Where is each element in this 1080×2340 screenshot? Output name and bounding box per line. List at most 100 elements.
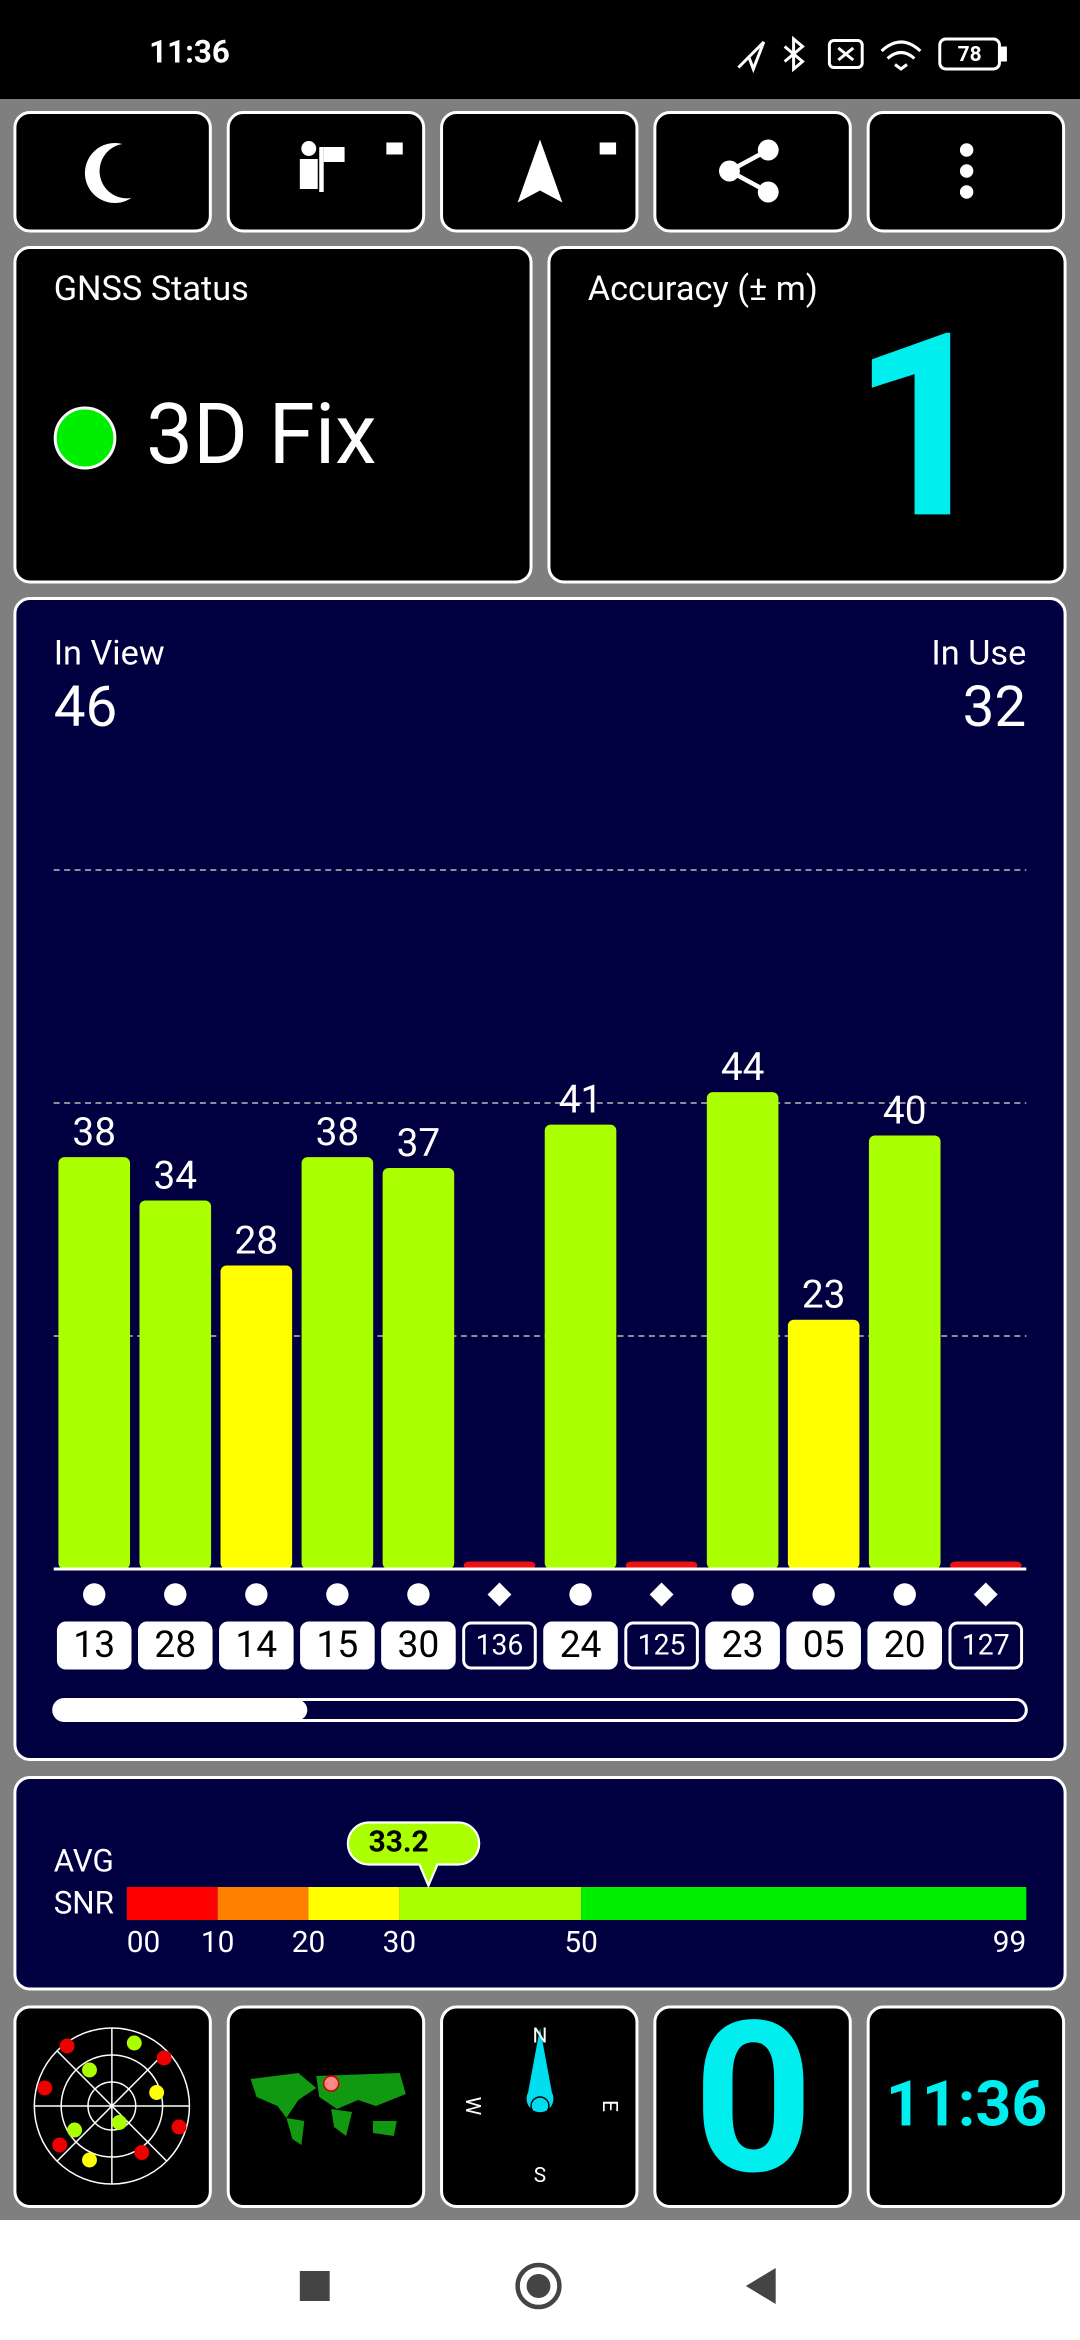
- x-tick-label: 13: [73, 1623, 115, 1667]
- snr-tick-label: 99: [993, 1925, 1027, 1960]
- value-label: 28: [235, 1218, 279, 1263]
- constellation-marker: [812, 1583, 835, 1606]
- x-tick-label: 05: [803, 1623, 845, 1667]
- value-label: 37: [397, 1121, 441, 1166]
- recents-button[interactable]: [299, 2271, 330, 2301]
- status-time: 11:36: [149, 33, 230, 70]
- scrollbar-thumb[interactable]: [53, 1699, 308, 1721]
- snr-panel: [13, 1776, 1067, 1991]
- compass-icon: N E S W: [460, 2024, 621, 2188]
- share-button[interactable]: [653, 111, 852, 233]
- constellation-marker: [407, 1583, 430, 1606]
- fix-status: 3D Fix: [146, 386, 376, 484]
- snr-scale: 00 10 20 30 50 99 33.2: [126, 1821, 1027, 1960]
- value-label: 38: [316, 1110, 360, 1155]
- x-tick-label: 14: [235, 1623, 277, 1667]
- gnss-panel: [13, 246, 533, 584]
- sat-id-box: [462, 1621, 537, 1670]
- speed-tile[interactable]: [653, 2005, 852, 2208]
- sat-id-box: [705, 1621, 780, 1670]
- constellation-marker: [326, 1583, 349, 1606]
- snr-label-snr: SNR: [54, 1884, 114, 1921]
- sat-id-box: [56, 1621, 132, 1670]
- bar-chart: 38 13 34 28 28 14 38 15 37 30 136 41 24 125 44 23 23 05 40…: [53, 869, 1027, 1670]
- in-use-label: In Use: [931, 634, 1026, 674]
- sat-id-box: [137, 1621, 213, 1670]
- x-tick-label: 20: [884, 1623, 926, 1667]
- constellation-marker: [893, 1583, 916, 1606]
- snr-segment: [126, 1887, 218, 1920]
- constellation-marker: [569, 1583, 592, 1606]
- map-tile[interactable]: [226, 2005, 426, 2208]
- x-tick-label: 30: [397, 1623, 439, 1667]
- sat-id-box: [948, 1621, 1024, 1670]
- constellation-marker: [731, 1583, 754, 1606]
- in-view-count: 46: [54, 673, 118, 740]
- snr-segment: [399, 1887, 582, 1920]
- constellation-marker: [164, 1583, 187, 1606]
- x-tick-label: 15: [316, 1623, 358, 1667]
- snr-segment: [581, 1887, 1027, 1920]
- bar: [301, 1157, 374, 1569]
- snr-tick-label: 20: [292, 1925, 326, 1960]
- compass-e: E: [597, 2100, 621, 2112]
- snr-tick-label: 30: [383, 1925, 417, 1960]
- compass-s: S: [534, 2164, 546, 2188]
- clock-tile[interactable]: [866, 2005, 1066, 2208]
- x-tick-label: 23: [722, 1623, 764, 1667]
- avg-snr-label: 33.2: [369, 1824, 429, 1859]
- bar: [382, 1168, 455, 1569]
- speed-value: 0: [693, 1977, 813, 2223]
- bar: [220, 1265, 293, 1569]
- clock-value: 11:36: [886, 2068, 1047, 2141]
- bar: [625, 1561, 698, 1569]
- night-mode-button[interactable]: [13, 111, 212, 233]
- bar: [463, 1561, 536, 1569]
- value-label: 40: [883, 1088, 927, 1133]
- bar: [58, 1157, 131, 1569]
- battery-level: 78: [958, 43, 982, 67]
- snr-label-avg: AVG: [54, 1842, 114, 1879]
- status-bar: [0, 0, 1080, 99]
- bar: [544, 1124, 617, 1569]
- bar: [706, 1092, 779, 1569]
- snr-tick-label: 10: [201, 1925, 235, 1960]
- accuracy-value: 1: [851, 279, 996, 578]
- snr-segment: [308, 1887, 400, 1920]
- x-tick-label: 136: [476, 1628, 524, 1661]
- bar: [139, 1200, 212, 1569]
- toolbar-icons: [84, 139, 974, 204]
- constellation-marker: [649, 1582, 674, 1607]
- accuracy-title: Accuracy (± m): [588, 269, 818, 309]
- gnss-title: GNSS Status: [54, 269, 249, 309]
- constellation-marker: [487, 1582, 512, 1607]
- sat-id-box: [219, 1621, 294, 1670]
- skyplot-icon: [33, 2027, 191, 2185]
- world-map-icon: [250, 2073, 406, 2145]
- back-button[interactable]: [745, 2268, 776, 2304]
- constellation-marker: [973, 1582, 998, 1607]
- value-label: 23: [802, 1272, 846, 1317]
- compass-w: W: [460, 2097, 484, 2116]
- fix-indicator: [53, 406, 117, 470]
- help-button[interactable]: [226, 111, 426, 233]
- home-button[interactable]: [515, 2262, 562, 2310]
- snr-tick-label: 00: [127, 1925, 161, 1960]
- value-label: 41: [559, 1077, 603, 1122]
- value-label: 38: [72, 1110, 116, 1155]
- constellation-marker: [83, 1583, 106, 1606]
- constellation-marker: [245, 1583, 268, 1606]
- snr-segment: [217, 1887, 309, 1920]
- sat-id-box: [867, 1621, 943, 1670]
- status-icons: [737, 35, 1007, 74]
- sat-id-box: [543, 1621, 618, 1670]
- value-label: 44: [721, 1045, 765, 1090]
- in-view-label: In View: [54, 634, 165, 674]
- sat-id-box: [300, 1621, 375, 1670]
- bar: [949, 1561, 1022, 1569]
- sat-id-box: [624, 1621, 699, 1670]
- x-tick-label: 127: [962, 1628, 1010, 1661]
- avg-snr-marker: [346, 1821, 481, 1889]
